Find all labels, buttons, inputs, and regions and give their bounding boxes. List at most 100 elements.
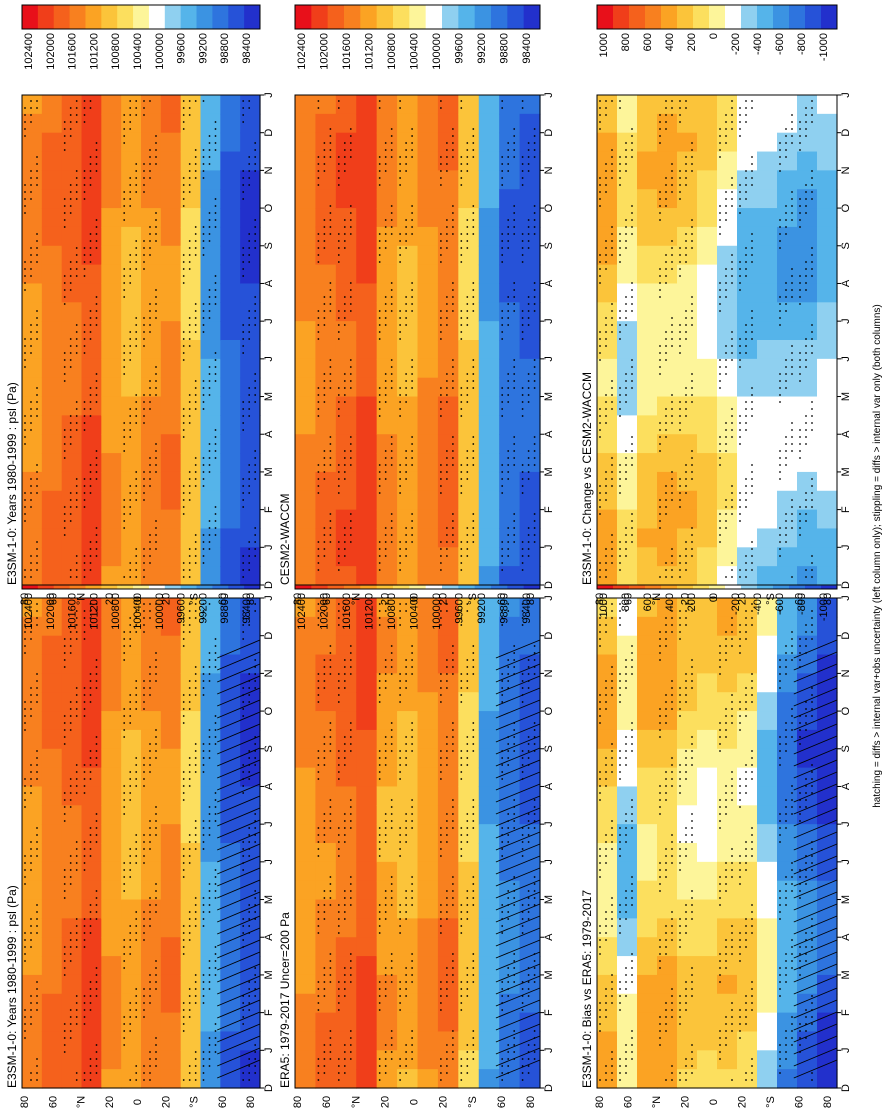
heat-cell xyxy=(121,113,142,134)
stipple-dot xyxy=(95,527,98,529)
heat-cell xyxy=(519,616,541,637)
stipple-dot xyxy=(83,485,86,487)
stipple-dot xyxy=(129,338,132,340)
heat-cell xyxy=(478,566,500,586)
heat-cell xyxy=(61,880,83,901)
heat-cell xyxy=(121,170,142,190)
stipple-dot xyxy=(527,974,530,976)
heat-cell xyxy=(295,692,317,712)
heat-cell xyxy=(220,843,241,863)
heat-cell xyxy=(101,767,122,788)
stipple-dot xyxy=(343,610,346,612)
stipple-dot xyxy=(75,331,78,333)
stipple-dot xyxy=(69,932,72,934)
stipple-dot xyxy=(248,904,251,906)
stipple-dot xyxy=(466,911,469,913)
stipple-dot xyxy=(208,666,211,668)
heat-cell xyxy=(717,861,738,882)
heat-cell xyxy=(240,321,261,341)
stipple-dot xyxy=(69,960,72,962)
stipple-dot xyxy=(527,988,530,990)
stipple-dot xyxy=(254,610,257,612)
stipple-dot xyxy=(460,1072,463,1074)
stipple-dot xyxy=(811,687,813,689)
heat-cell xyxy=(240,786,261,806)
heat-cell xyxy=(376,824,398,844)
stipple-dot xyxy=(384,673,387,675)
hatch-line xyxy=(793,639,838,659)
stipple-dot xyxy=(135,408,138,410)
stipple-dot xyxy=(659,953,661,955)
stipple-dot xyxy=(182,932,185,934)
stipple-dot xyxy=(405,750,407,752)
stipple-dot xyxy=(779,904,781,906)
stipple-dot xyxy=(36,478,38,480)
heat-cell xyxy=(315,283,337,303)
x-tick-label: A xyxy=(543,782,555,790)
heat-cell xyxy=(356,598,378,618)
stipple-dot xyxy=(343,1058,346,1060)
heat-cell xyxy=(697,861,718,882)
stipple-dot xyxy=(242,485,245,487)
stipple-dot xyxy=(248,394,251,396)
stipple-dot xyxy=(779,743,781,745)
heat-cell xyxy=(499,377,521,398)
heat-cell xyxy=(458,767,480,788)
heat-cell xyxy=(499,453,521,473)
stipple-dot xyxy=(631,1044,633,1046)
stipple-dot xyxy=(460,981,463,983)
stipple-dot xyxy=(691,820,693,822)
heat-cell xyxy=(356,1069,378,1089)
stipple-dot xyxy=(75,184,78,186)
stipple-dot xyxy=(811,1002,813,1004)
heat-cell xyxy=(458,729,480,750)
heat-cell xyxy=(478,471,500,492)
stipple-dot xyxy=(466,1044,469,1046)
heat-cell xyxy=(499,956,521,976)
heat-cell xyxy=(295,1031,317,1051)
heat-cell xyxy=(295,283,317,303)
stipple-dot xyxy=(89,925,92,927)
stipple-dot xyxy=(440,981,442,983)
hatch-line xyxy=(495,639,541,659)
heat-cell xyxy=(777,937,798,957)
heat-cell xyxy=(315,547,337,567)
heat-cell xyxy=(200,170,221,190)
stipple-dot xyxy=(337,925,340,927)
heat-cell xyxy=(240,471,261,492)
heat-cell xyxy=(597,1031,618,1051)
stipple-dot xyxy=(63,1044,66,1046)
hatch-line xyxy=(793,987,838,1007)
hatch-line xyxy=(217,663,261,683)
stipple-dot xyxy=(129,1016,132,1018)
hatch-line xyxy=(495,831,541,851)
heat-cell xyxy=(81,673,102,693)
heat-cell xyxy=(737,711,758,731)
heat-cell xyxy=(478,132,500,153)
stipple-dot xyxy=(466,750,469,752)
stipple-dot xyxy=(317,778,320,780)
stipple-dot xyxy=(343,673,346,675)
stipple-dot xyxy=(129,100,132,102)
stipple-dot xyxy=(745,631,747,633)
heat-cell xyxy=(200,786,221,806)
stipple-dot xyxy=(155,743,157,745)
stipple-dot xyxy=(466,1058,469,1060)
stipple-dot xyxy=(149,380,151,382)
heat-cell xyxy=(417,1031,439,1051)
stipple-dot xyxy=(791,631,793,633)
stipple-dot xyxy=(129,485,132,487)
stipple-dot xyxy=(411,890,413,892)
stipple-dot xyxy=(242,100,245,102)
heat-cell xyxy=(180,264,202,285)
stipple-dot xyxy=(343,995,346,997)
y-tick-label: 20 xyxy=(680,1096,692,1108)
heat-cell xyxy=(61,151,83,171)
stipple-dot xyxy=(83,638,86,640)
stipple-dot xyxy=(248,471,251,473)
stipple-dot xyxy=(611,820,613,822)
stipple-dot xyxy=(75,261,78,263)
stipple-dot xyxy=(452,813,454,815)
stipple-dot xyxy=(719,890,721,892)
